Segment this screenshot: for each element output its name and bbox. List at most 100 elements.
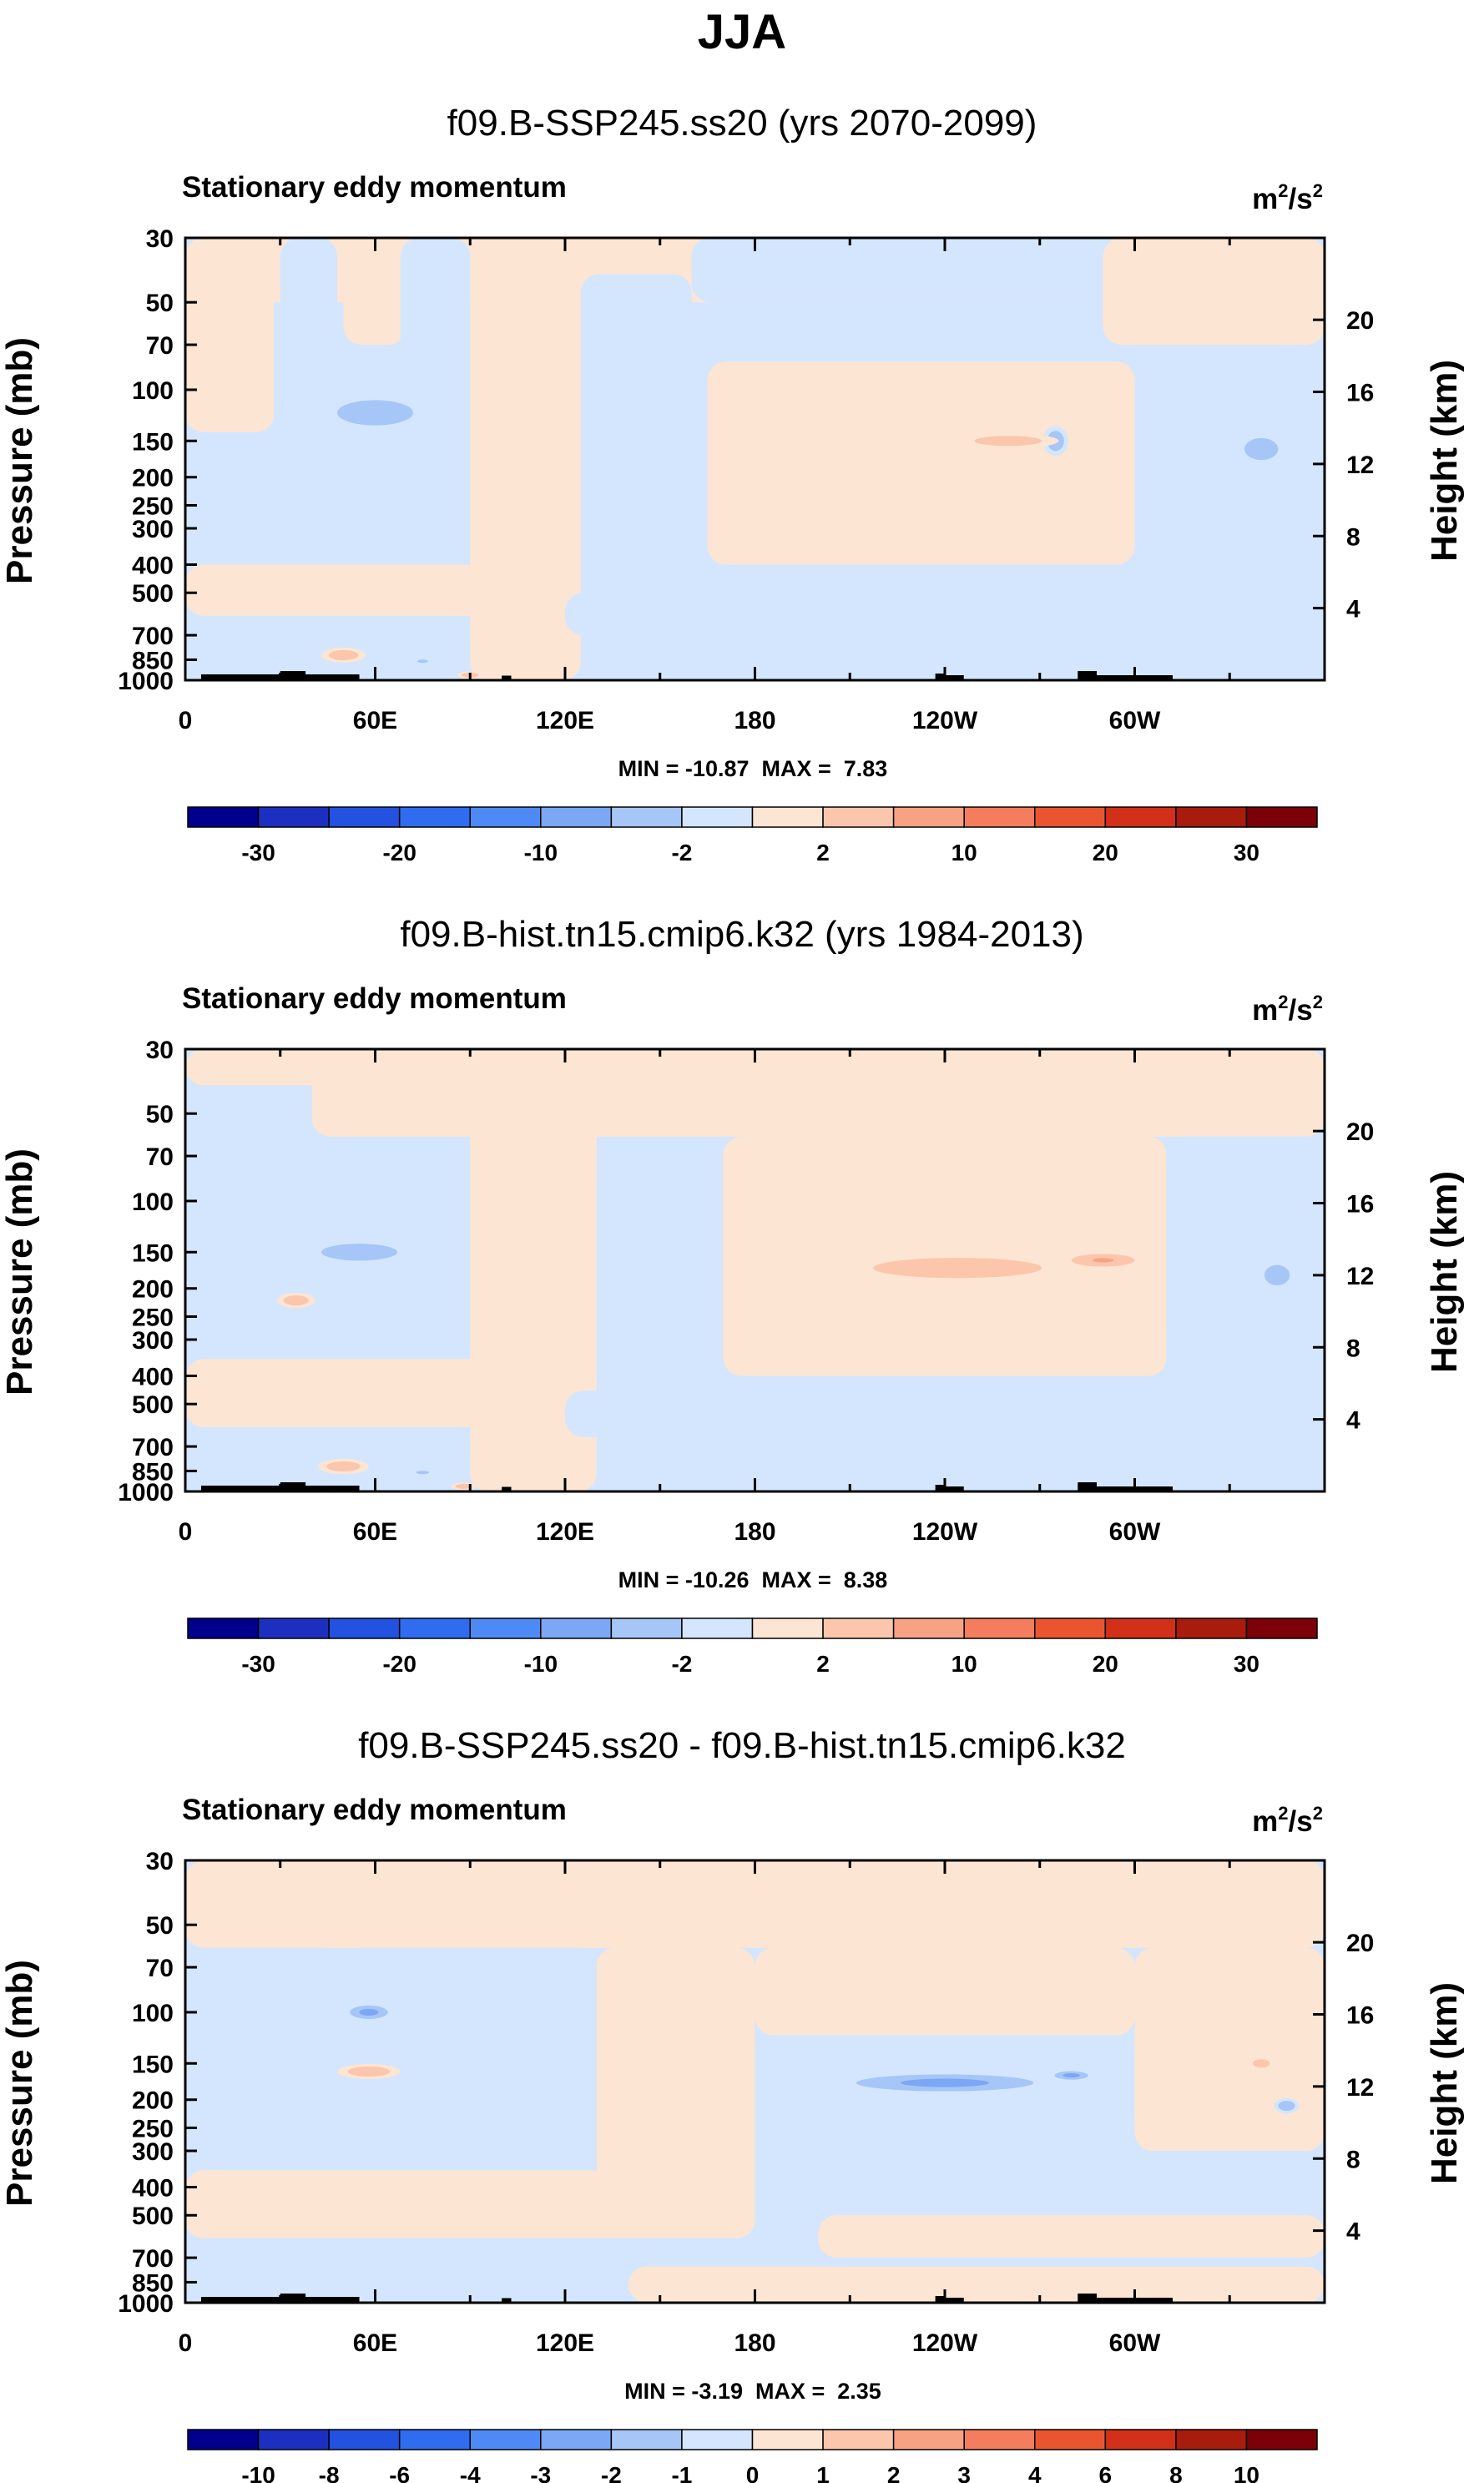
colorbar-label: 10	[951, 840, 977, 866]
topography	[280, 2294, 306, 2303]
longitude-tick-label: 60E	[353, 2329, 397, 2357]
longitude-tick-label: 60W	[1109, 1518, 1161, 1546]
colorbar-swatch	[1104, 1617, 1177, 1639]
colorbar-swatch	[540, 1617, 613, 1639]
pressure-tick-label: 1000	[118, 2290, 174, 2318]
field-band	[755, 2170, 1135, 2216]
colorbar-swatch	[187, 806, 260, 828]
height-tick-label: 8	[1346, 1335, 1360, 1362]
pressure-tick-label: 250	[132, 492, 174, 520]
height-tick-label: 16	[1346, 380, 1374, 407]
pressure-tick-label: 70	[146, 332, 174, 360]
topography	[1078, 671, 1097, 680]
colorbar-label: -30	[241, 840, 275, 866]
colorbar-swatch	[398, 2429, 471, 2450]
colorbar-swatch	[187, 1617, 260, 1639]
colorbar-swatch	[751, 806, 824, 828]
field-band	[185, 1947, 344, 2171]
topography	[935, 674, 945, 680]
topography	[302, 1486, 360, 1491]
field-feature	[340, 1248, 379, 1257]
colorbar-label: 2	[887, 2462, 901, 2483]
field-band	[343, 1947, 597, 2100]
longitude-tick-label: 120W	[912, 707, 978, 734]
height-tick-label: 4	[1346, 1407, 1360, 1435]
pressure-tick-label: 500	[132, 580, 174, 608]
field-band	[280, 238, 337, 477]
pressure-tick-label: 70	[146, 1955, 174, 1982]
colorbar-swatch	[1104, 806, 1177, 828]
colorbar-swatch	[469, 1617, 542, 1639]
colorbar-label: 20	[1093, 840, 1118, 866]
colorbar-label: 10	[1234, 2462, 1259, 2483]
height-tick-label: 4	[1346, 2218, 1360, 2246]
pressure-tick-label: 850	[132, 1458, 174, 1486]
pressure-tick-label: 1000	[118, 1479, 174, 1506]
heatmap-field	[185, 238, 1325, 680]
colorbar: -30 -20 -10 -2 2 10 20 30	[187, 806, 1318, 866]
panel-title: f09.B-SSP245.ss20 - f09.B-hist.tn15.cmip…	[358, 1725, 1126, 1766]
longitude-tick-label: 120W	[912, 2329, 978, 2357]
colorbar-label: -10	[524, 1651, 558, 1677]
colorbar-swatch	[469, 806, 542, 828]
y-axis-label: Pressure (mb)	[0, 337, 40, 584]
colorbar-swatch	[610, 806, 683, 828]
panel-title: f09.B-SSP245.ss20 (yrs 2070-2099)	[447, 103, 1037, 144]
height-tick-label: 16	[1346, 1191, 1374, 1219]
field-band	[185, 2258, 628, 2303]
height-tick-label: 8	[1346, 523, 1360, 551]
field-band	[596, 1947, 755, 2216]
field-feature	[335, 1463, 352, 1470]
colorbar-swatch	[1104, 2429, 1177, 2450]
colorbar-swatch	[328, 806, 401, 828]
field-feature	[1270, 1269, 1284, 1280]
colorbar-swatch	[963, 806, 1036, 828]
field-band	[185, 2170, 755, 2238]
field-band	[185, 1860, 1325, 1948]
colorbar-swatch	[822, 806, 895, 828]
stats-label: MIN = -10.26 MAX = 8.38	[618, 1567, 888, 1592]
topography	[200, 1486, 280, 1491]
field-band	[343, 238, 407, 346]
pressure-tick-label: 250	[132, 1304, 174, 1331]
field-band	[1103, 238, 1325, 346]
colorbar-label: -4	[460, 2462, 481, 2483]
pressure-tick-label: 50	[146, 290, 174, 317]
colorbar-swatch	[822, 2429, 895, 2450]
pressure-tick-label: 50	[146, 1912, 174, 1940]
field-feature	[290, 1298, 303, 1304]
panel-subtitle: Stationary eddy momentum	[182, 171, 567, 204]
pressure-tick-label: 30	[146, 225, 174, 253]
pressure-tick-label: 400	[132, 1364, 174, 1391]
field-feature	[356, 406, 395, 420]
colorbar-swatch	[257, 806, 330, 828]
colorbar-swatch	[1245, 1617, 1318, 1639]
colorbar: -30 -20 -10 -2 2 10 20 30	[187, 1617, 1318, 1677]
height-axis: 4 8 12 16 20	[1313, 1118, 1374, 1435]
colorbar-label: 30	[1234, 840, 1259, 866]
panel-subtitle: Stationary eddy momentum	[182, 1794, 567, 1826]
height-tick-label: 12	[1346, 452, 1374, 479]
field-band	[565, 1390, 1325, 1437]
y2-axis-label: Height (km)	[1424, 360, 1465, 562]
colorbar-swatch	[892, 806, 965, 828]
field-band	[1166, 1136, 1325, 1340]
colorbar-swatch	[963, 2429, 1036, 2450]
pressure-tick-label: 150	[132, 2051, 174, 2078]
colorbar-label: 2	[816, 840, 830, 866]
topography	[502, 1486, 512, 1491]
colorbar-label: 3	[957, 2462, 971, 2483]
pressure-tick-label: 50	[146, 1101, 174, 1128]
pressure-tick-label: 500	[132, 1391, 174, 1419]
colorbar-label: 30	[1234, 1651, 1259, 1677]
colorbar-swatch	[1175, 1617, 1248, 1639]
y2-axis-label: Height (km)	[1424, 1982, 1465, 2184]
topography	[945, 2298, 964, 2303]
pressure-tick-label: 850	[132, 647, 174, 674]
field-feature	[1063, 2073, 1080, 2078]
colorbar-swatch	[610, 2429, 683, 2450]
units-label: m2/s2	[1252, 1803, 1323, 1838]
height-tick-label: 4	[1346, 596, 1360, 623]
longitude-tick-label: 0	[179, 707, 193, 734]
colorbar-swatch	[1034, 1617, 1107, 1639]
